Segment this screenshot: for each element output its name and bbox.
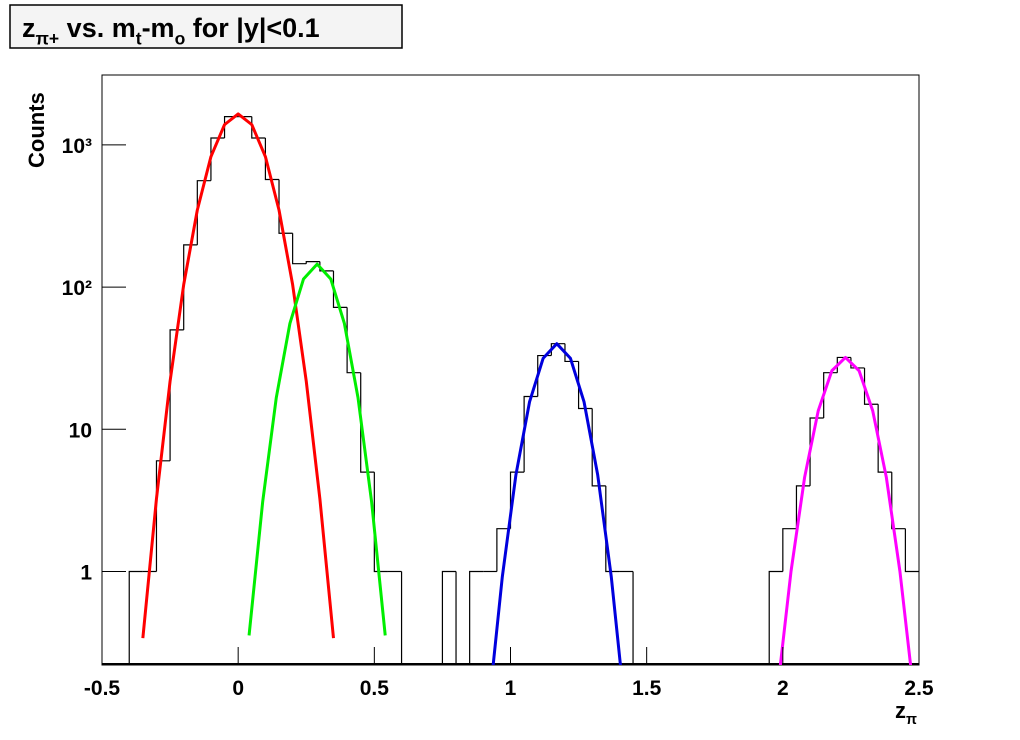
text-part: z — [22, 13, 36, 43]
histogram-bin — [305, 261, 320, 264]
fit-curve — [491, 342, 622, 665]
histogram-bin — [169, 329, 184, 461]
histogram-bin — [292, 233, 307, 265]
histogram-bin — [155, 460, 171, 572]
histogram-bin — [455, 571, 457, 665]
x-tick-label: 2.5 — [904, 677, 934, 700]
histogram-bin — [877, 404, 892, 473]
x-tick-label: -0.5 — [84, 677, 121, 700]
y-tick-label: 10² — [62, 277, 92, 300]
histogram-bin — [591, 408, 606, 487]
histogram-bin — [605, 485, 620, 573]
histogram-bin — [183, 244, 198, 330]
histogram-bin — [523, 395, 538, 473]
x-tick-label: 0.5 — [360, 677, 390, 700]
histogram-bin — [795, 485, 811, 529]
fit-curve — [778, 355, 913, 665]
chart-title: zπ+ vs. mt-mo for |y|<0.1 — [22, 13, 320, 49]
x-tick-label: 0 — [232, 677, 244, 700]
histogram-bin — [469, 570, 484, 665]
histogram-bin — [278, 179, 293, 234]
histogram-bin — [346, 307, 361, 374]
histogram-bin — [196, 180, 211, 245]
y-tick-label: 10³ — [62, 135, 92, 158]
text-part: -m — [142, 13, 175, 43]
title-box — [9, 4, 403, 49]
histogram-bin — [904, 528, 919, 573]
histogram-bin — [577, 361, 593, 410]
fit-curve — [247, 262, 387, 636]
histogram-bin — [360, 372, 375, 473]
histogram-bin — [264, 137, 280, 181]
x-tick-label: 1.5 — [632, 677, 662, 700]
y-tick-label: 1 — [80, 561, 92, 584]
histogram-bin — [768, 570, 783, 665]
subscript: π — [906, 712, 917, 728]
text-part: z — [895, 698, 906, 723]
x-axis-label: zπ — [895, 698, 917, 728]
histogram-bin — [373, 472, 388, 573]
y-axis-label: Counts — [24, 92, 49, 168]
subscript: π+ — [36, 29, 60, 49]
histogram-bin — [128, 570, 143, 665]
fit-curve — [141, 112, 335, 639]
histogram-bin — [400, 571, 403, 665]
histogram-bin — [782, 528, 797, 572]
histogram-bin — [564, 343, 579, 363]
histogram-bin — [809, 417, 824, 486]
histogram-bin — [319, 261, 334, 272]
text-part: vs. m — [59, 13, 136, 43]
histogram-bin — [496, 528, 511, 572]
subscript: t — [136, 29, 142, 49]
text-part: for |y|<0.1 — [185, 13, 319, 43]
histogram-bin — [441, 570, 457, 665]
y-tick-label: 10 — [69, 419, 92, 442]
x-tick-label: 2 — [777, 677, 789, 700]
histogram-bin — [863, 367, 879, 405]
subscript: o — [175, 29, 186, 49]
histogram-bin — [891, 472, 906, 530]
histogram-bin — [632, 571, 634, 665]
x-tick-label: 1 — [505, 677, 517, 700]
